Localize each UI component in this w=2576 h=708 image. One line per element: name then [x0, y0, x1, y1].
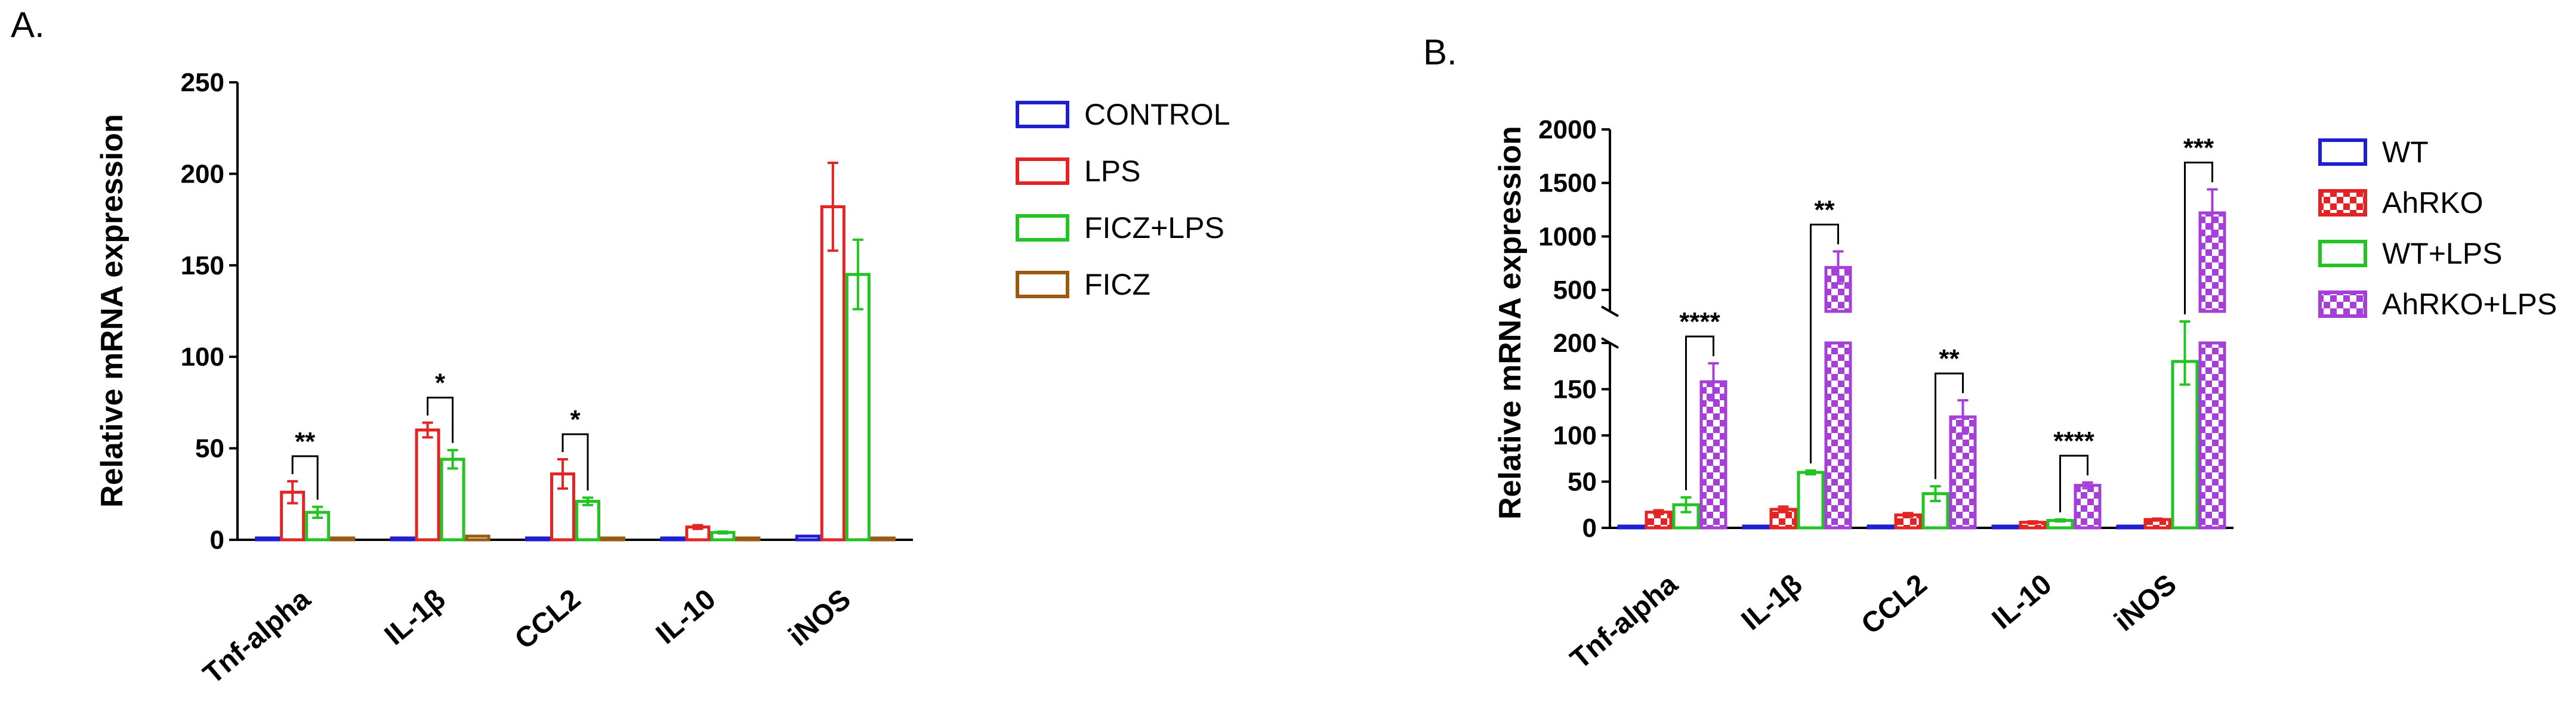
panel-b-letter: B.	[1423, 32, 1457, 72]
significance-label: *	[435, 369, 446, 398]
legend-label: AhRKO	[2382, 186, 2484, 219]
bar-wt-tnf-alpha	[1617, 524, 1645, 530]
x-tick-label: CCL2	[509, 583, 587, 656]
y-tick-label: 0	[1582, 514, 1597, 543]
y-tick-label: 200	[181, 159, 224, 188]
bar-ficz-lps-il-1	[440, 457, 465, 542]
legend-label: AhRKO+LPS	[2382, 287, 2557, 321]
y-tick-label: 50	[1568, 468, 1597, 497]
bar-wt-il-10	[1991, 524, 2019, 530]
y-tick-label: 250	[181, 68, 224, 97]
bar-ficz-lps-ccl2	[575, 500, 600, 542]
y-tick-label: 2000	[1538, 115, 1597, 144]
x-tick-label: IL-1β	[379, 583, 452, 651]
bar-ahrko-lps-tnf-alpha	[1699, 380, 1727, 530]
legend-swatch-wt-lps	[2318, 240, 2367, 267]
significance-bracket	[2184, 161, 2213, 315]
legend-swatch-ahrko-lps	[2318, 290, 2367, 318]
legend-label: WT+LPS	[2382, 237, 2502, 270]
y-axis-title: Relative mRNA expression	[95, 114, 129, 508]
x-tick-label: iNOS	[2109, 568, 2183, 638]
y-tick-label: 1000	[1538, 222, 1597, 251]
bar-ahrko-lps-il-1-lower	[1824, 341, 1852, 530]
y-axis-title: Relative mRNA expression	[1493, 126, 1528, 520]
x-tick-label: CCL2	[1855, 568, 1933, 641]
bar-wt-lps-inos	[2171, 360, 2199, 530]
bar-control-il-10	[660, 536, 686, 542]
legend-swatch-ahrko	[2318, 189, 2367, 217]
bar-control-il-1	[390, 536, 415, 542]
legend-swatch-ficz-lps	[1016, 214, 1069, 242]
x-tick-label: Tnf-alpha	[1565, 568, 1684, 676]
y-tick-label: 1500	[1538, 169, 1597, 198]
significance-bracket	[1685, 335, 1714, 490]
y-tick-label: 200	[1553, 329, 1597, 358]
legend-swatch-control	[1016, 101, 1069, 128]
bar-ficz-inos	[870, 536, 896, 542]
y-tick-label: 0	[210, 525, 224, 555]
significance-bracket	[291, 455, 319, 500]
bar-ficz-il-10	[735, 536, 761, 542]
y-tick-label: 150	[181, 251, 224, 280]
x-tick-label: IL-1β	[1736, 568, 1809, 636]
legend-label: FICZ	[1084, 268, 1150, 301]
significance-bracket	[427, 397, 454, 443]
y-tick-label: 100	[181, 342, 224, 372]
bar-ficz-tnf-alpha	[330, 536, 356, 542]
bar-ahrko-lps-inos-lower	[2198, 341, 2226, 530]
x-tick-label: IL-10	[650, 583, 722, 651]
panel-b: B. 0 50 100 150 200 500 1000 1500 2000 Relative m…	[1423, 32, 2557, 675]
axis-break-mark	[1601, 305, 1619, 317]
x-tick-label: Tnf-alpha	[198, 583, 317, 691]
significance-bracket	[2059, 455, 2088, 513]
bar-ahrko-lps-il-10	[2074, 484, 2102, 530]
legend-label: CONTROL	[1084, 98, 1230, 131]
panel-a: A. 0 50 100 150 200 250 Relative mRNA expressi…	[11, 5, 1230, 690]
bar-lps-inos	[820, 205, 846, 542]
significance-bracket	[562, 433, 589, 491]
x-tick-label: iNOS	[783, 583, 857, 653]
significance-label: **	[1939, 344, 1960, 373]
bar-control-tnf-alpha	[255, 536, 280, 542]
significance-label: ****	[1679, 307, 1720, 336]
bar-wt-ccl2	[1867, 524, 1895, 530]
y-tick-label: 150	[1553, 375, 1597, 404]
bar-control-ccl2	[525, 536, 550, 542]
significance-label: ***	[2183, 133, 2214, 162]
y-tick-label: 500	[1553, 276, 1597, 305]
bar-ficz-il-1	[465, 534, 490, 542]
bar-control-inos	[795, 534, 820, 542]
bar-ficz-ccl2	[600, 536, 625, 542]
significance-bracket	[1935, 372, 1964, 480]
x-tick-label: IL-10	[1986, 568, 2058, 636]
significance-label: **	[295, 427, 316, 456]
y-tick-label: 100	[1553, 421, 1597, 450]
legend-label: LPS	[1084, 154, 1141, 188]
significance-label: **	[1814, 196, 1835, 225]
bar-ficz-lps-inos	[845, 273, 871, 542]
y-tick-label: 50	[195, 434, 224, 463]
bar-lps-il-1	[415, 428, 440, 542]
panel-a-letter: A.	[11, 5, 45, 45]
significance-bracket	[1810, 224, 1839, 463]
legend-label: FICZ+LPS	[1084, 211, 1224, 245]
bar-wt-il-1	[1742, 524, 1770, 530]
bar-wt-inos	[2116, 524, 2144, 530]
legend-swatch-wt	[2318, 138, 2367, 166]
legend-swatch-ficz	[1016, 271, 1069, 298]
bar-wt-lps-il-1	[1797, 471, 1825, 530]
significance-label: ****	[2053, 426, 2094, 456]
legend-label: WT	[2382, 135, 2429, 169]
legend-swatch-lps	[1016, 157, 1069, 185]
significance-label: *	[570, 405, 581, 434]
